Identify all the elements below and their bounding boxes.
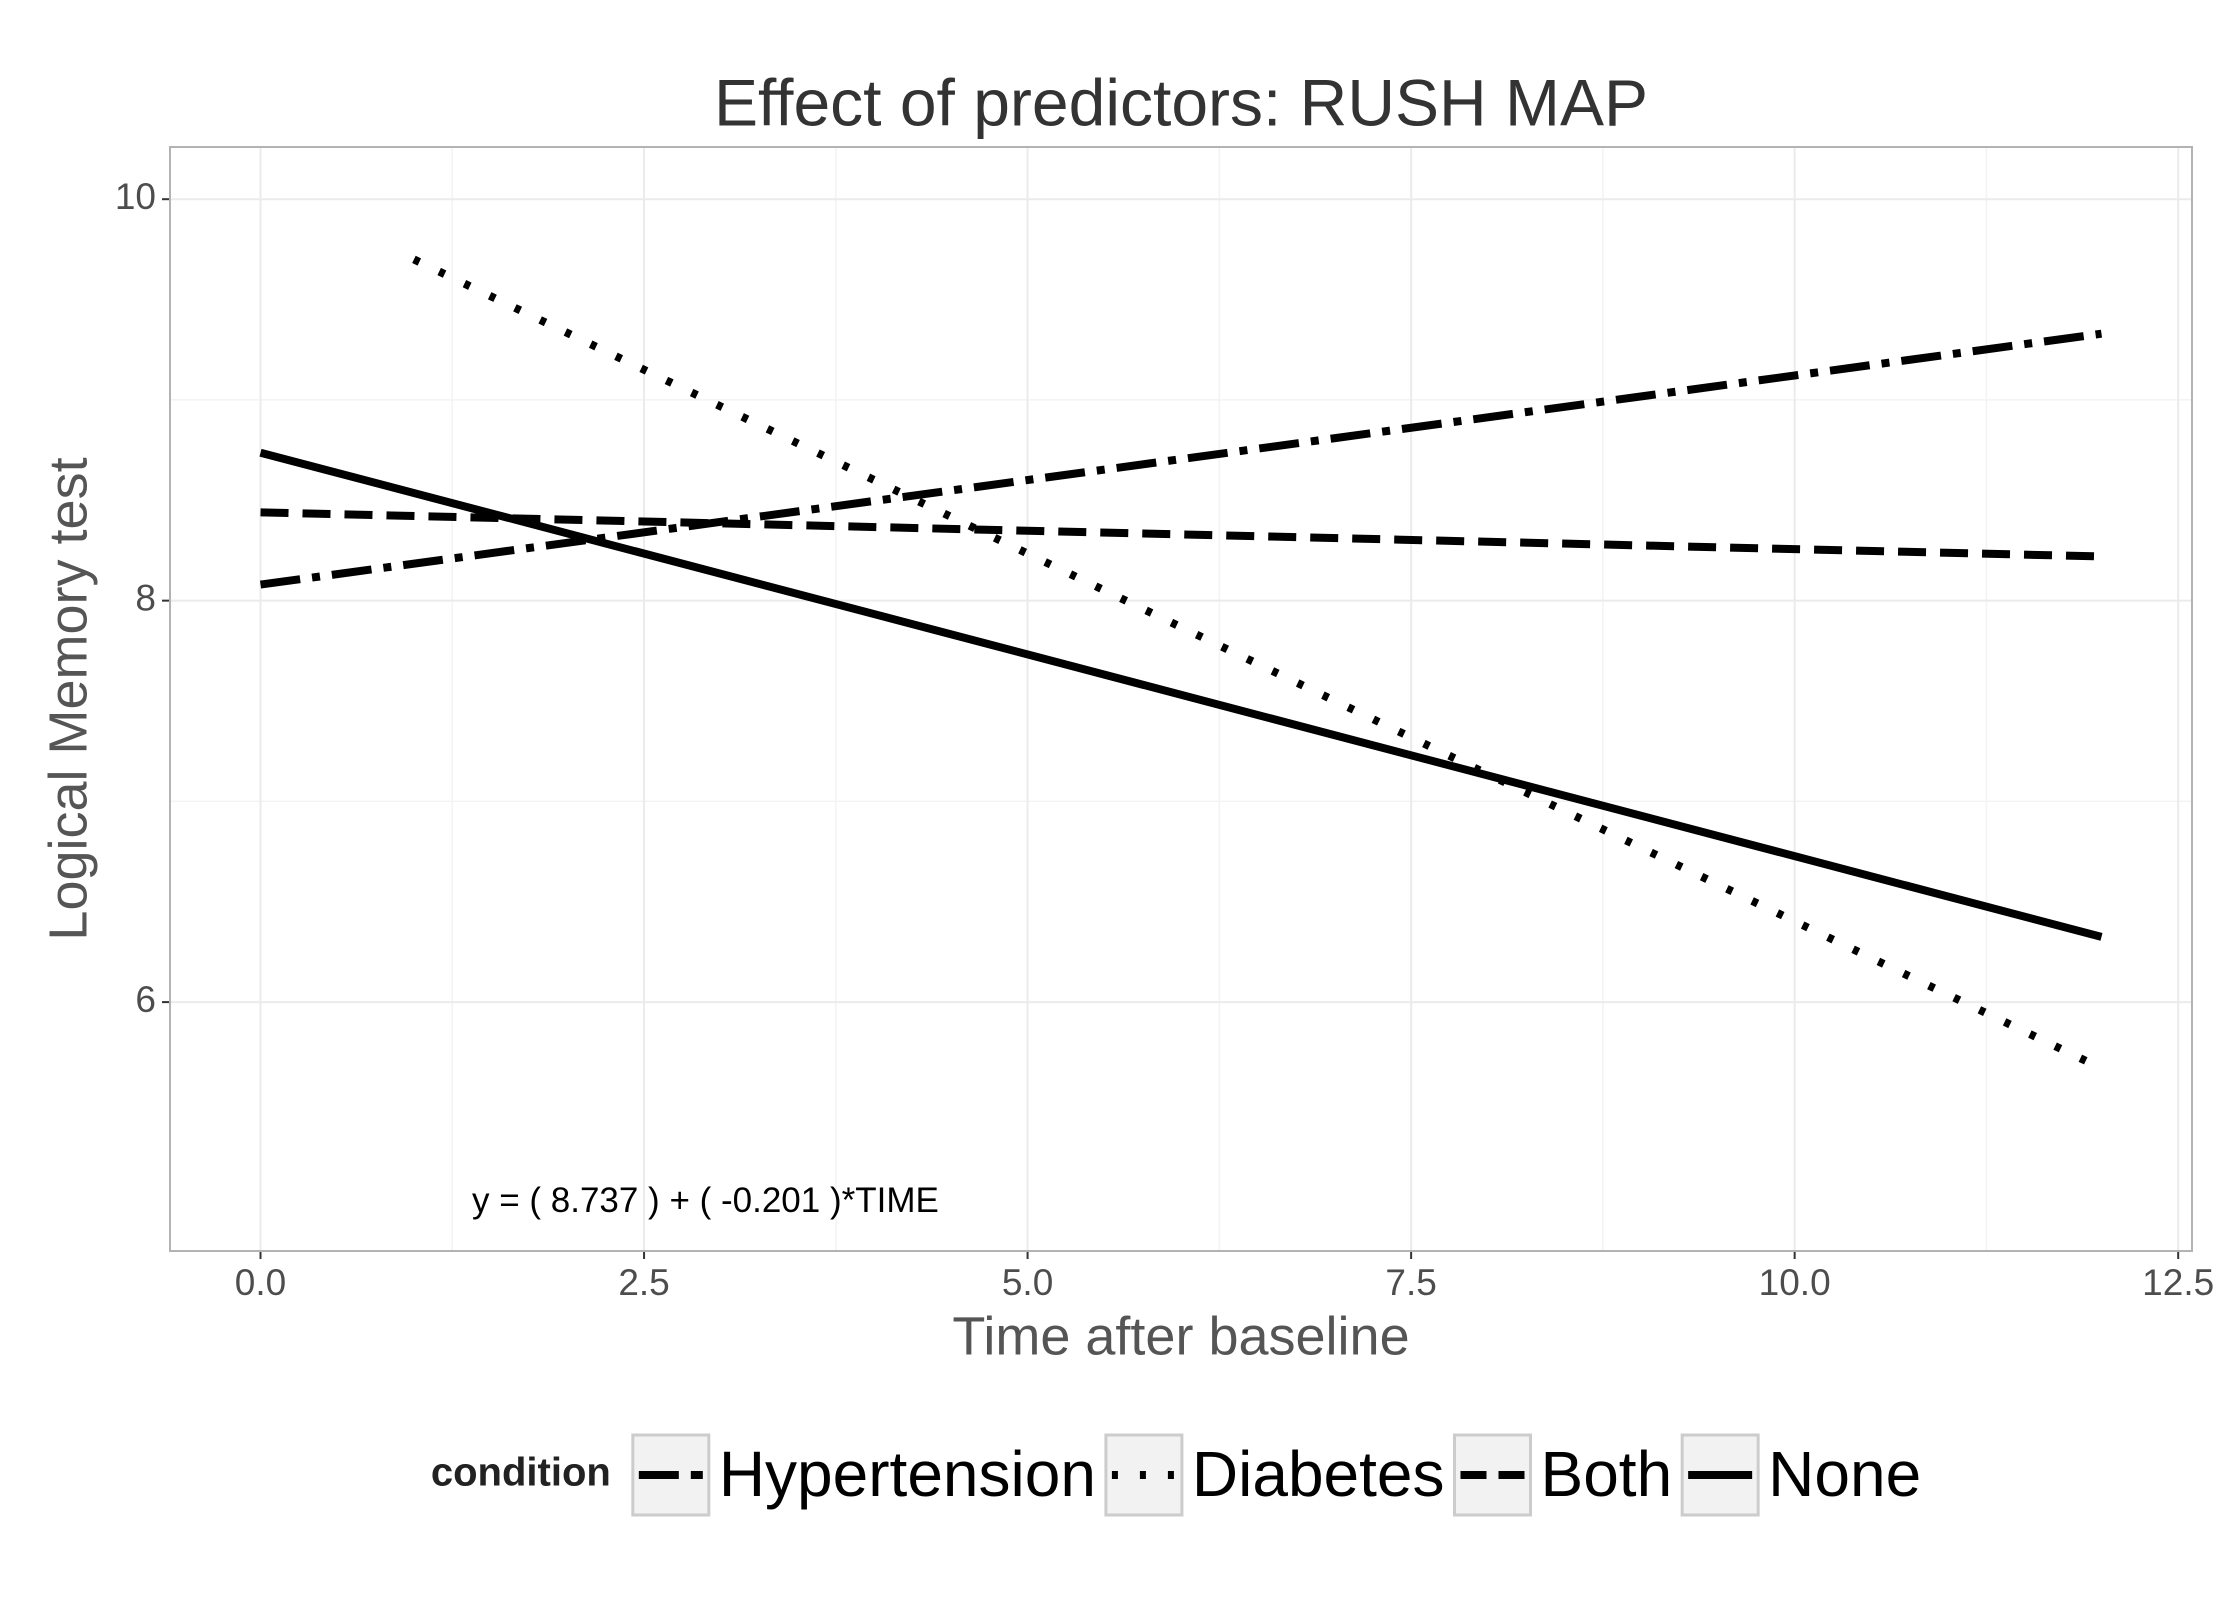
- x-tick-label: 12.5: [2142, 1262, 2214, 1303]
- annotation: y = ( 8.737 ) + ( -0.201 )*TIME: [472, 1181, 939, 1220]
- series-line: [259, 448, 2103, 941]
- legend-label: None: [1768, 1438, 1921, 1510]
- panel-border: [169, 146, 2193, 1252]
- x-tick-label: 5.0: [1002, 1262, 1053, 1303]
- x-axis-title: Time after baseline: [952, 1306, 1409, 1366]
- legend: condition Hypertension Diabetes Both None: [431, 1433, 1921, 1517]
- x-tick-label: 0.0: [235, 1262, 286, 1303]
- series-line: [260, 508, 2102, 561]
- x-tick-label: 2.5: [618, 1262, 669, 1303]
- y-tick-label: 10: [115, 176, 156, 217]
- chart-title: Effect of predictors: RUSH MAP: [714, 65, 1648, 139]
- legend-label: Hypertension: [719, 1438, 1096, 1510]
- y-tick-label: 8: [135, 577, 156, 618]
- series-line: [259, 329, 2103, 589]
- y-tick-label: 6: [135, 979, 156, 1020]
- series-line: [412, 255, 2104, 1072]
- y-axis-title: Logical Memory test: [38, 457, 98, 940]
- legend-title: condition: [431, 1451, 611, 1495]
- x-tick-label: 10.0: [1759, 1262, 1831, 1303]
- legend-label: Diabetes: [1192, 1438, 1445, 1510]
- x-tick-label: 7.5: [1385, 1262, 1436, 1303]
- legend-label: Both: [1541, 1438, 1673, 1510]
